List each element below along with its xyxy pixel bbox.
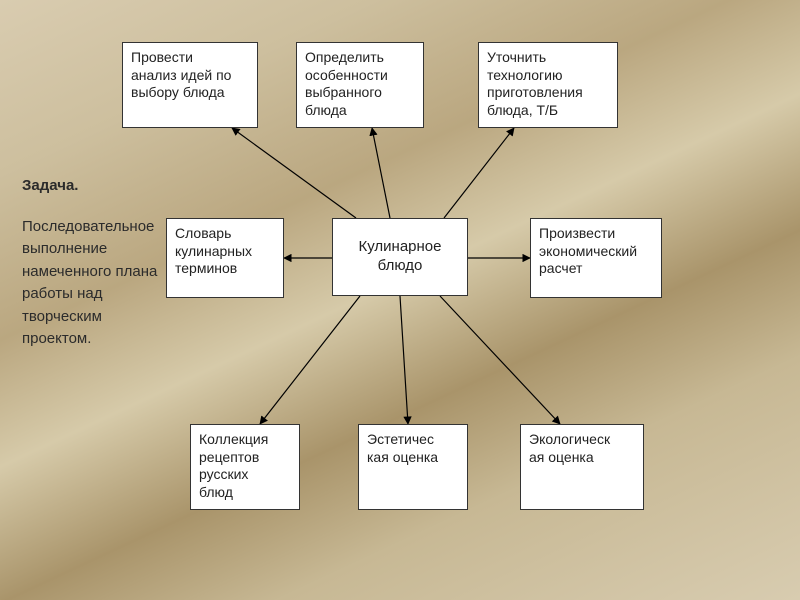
center-label-2: блюдо [378,257,423,276]
node-economic: Произвести экономический расчет [530,218,662,298]
center-node: Кулинарное блюдо [332,218,468,296]
node-aesthetic: Эстетичес кая оценка [358,424,468,510]
sidebar-text: Задача. Последовательное выполнение наме… [22,175,167,351]
task-description: Последовательное выполнение намеченного … [22,216,167,351]
node-features: Определить особенности выбранного блюда [296,42,424,128]
node-analysis: Провести анализ идей по выбору блюда [122,42,258,128]
center-label-1: Кулинарное [359,238,442,257]
node-technology: Уточнить технологию приготовления блюда,… [478,42,618,128]
node-ecological: Экологическ ая оценка [520,424,644,510]
task-title: Задача. [22,175,167,198]
node-dictionary: Словарь кулинарных терминов [166,218,284,298]
node-recipes: Коллекция рецептов русских блюд [190,424,300,510]
